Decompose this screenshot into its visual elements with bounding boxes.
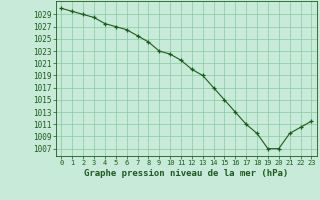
X-axis label: Graphe pression niveau de la mer (hPa): Graphe pression niveau de la mer (hPa)	[84, 169, 289, 178]
